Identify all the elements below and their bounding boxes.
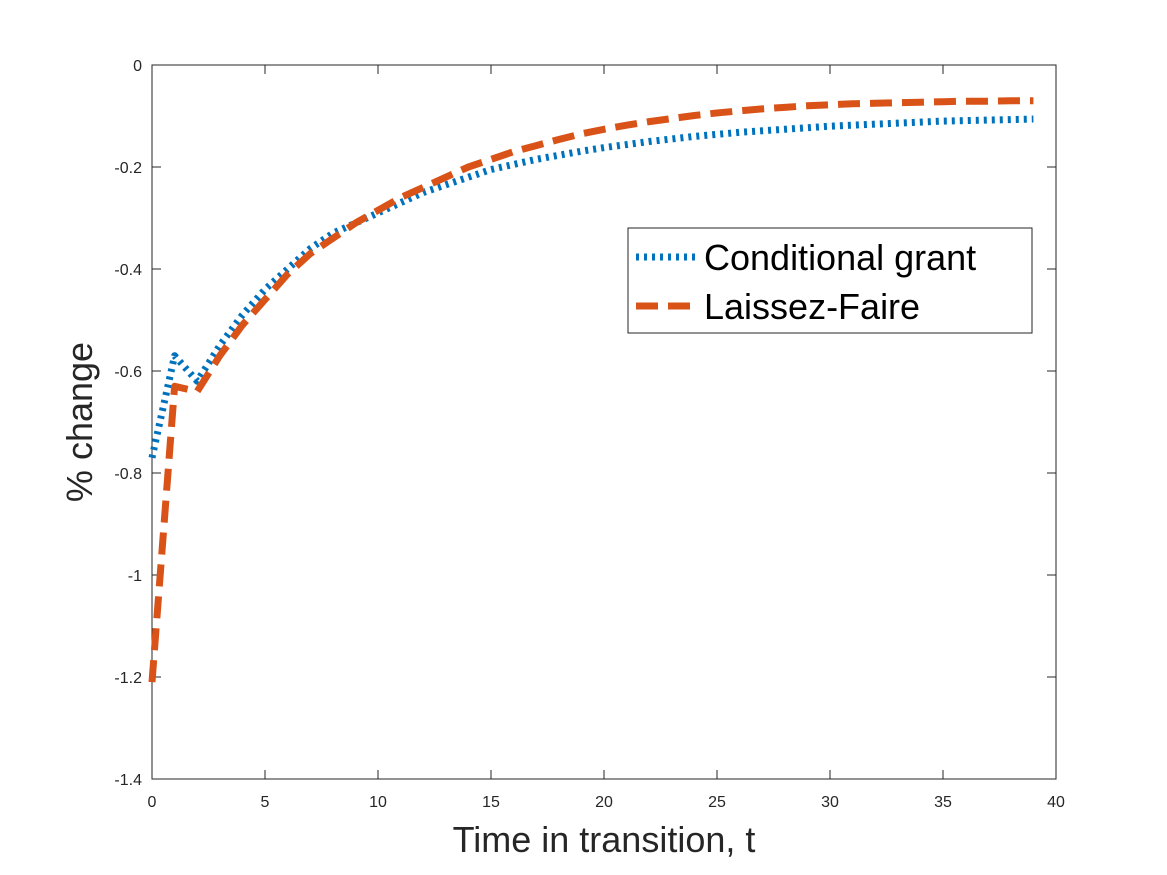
series-lines xyxy=(148,97,1034,683)
legend-label: Laissez-Faire xyxy=(704,286,920,327)
y-axis-title: % change xyxy=(59,342,100,502)
axes-box xyxy=(151,64,1057,780)
legend-box xyxy=(627,227,1033,334)
y-tick-label: -1.4 xyxy=(114,772,142,789)
y-tick-label: -0.4 xyxy=(114,262,142,279)
tick-labels: 0 5 10 15 20 25 30 35 40 0 -0.2 -0.4 -0.6 -0.8 -1 -1.2 -… xyxy=(114,58,1065,811)
y-tick-label: -0.6 xyxy=(114,364,142,381)
y-tick-label: -0.8 xyxy=(114,466,142,483)
legend-items: Conditional grant Laissez-Faire xyxy=(636,237,976,327)
y-tick-label: -1 xyxy=(128,568,142,585)
legend-label: Conditional grant xyxy=(704,237,976,278)
x-tick-label: 40 xyxy=(1047,794,1065,811)
ticks xyxy=(151,64,1057,780)
y-tick-label: -0.2 xyxy=(114,160,142,177)
x-tick-label: 5 xyxy=(261,794,270,811)
series-line-laissez-faire xyxy=(148,97,1034,683)
x-tick-label: 10 xyxy=(369,794,387,811)
x-axis-title: Time in transition, t xyxy=(453,819,756,860)
y-tick-label: -1.2 xyxy=(114,670,142,687)
series-line-conditional-grant xyxy=(148,115,1034,459)
y-tick-label: 0 xyxy=(133,58,142,75)
plot-area: 0 5 10 15 20 25 30 35 40 0 -0.2 -0.4 -0.6 -0.8 -1 -1.2 -… xyxy=(114,58,1065,811)
legend: Conditional grant Laissez-Faire xyxy=(627,227,1033,334)
x-tick-label: 30 xyxy=(821,794,839,811)
x-tick-label: 25 xyxy=(708,794,726,811)
x-tick-label: 20 xyxy=(595,794,613,811)
x-tick-label: 15 xyxy=(482,794,500,811)
x-tick-label: 0 xyxy=(148,794,157,811)
x-tick-label: 35 xyxy=(934,794,952,811)
